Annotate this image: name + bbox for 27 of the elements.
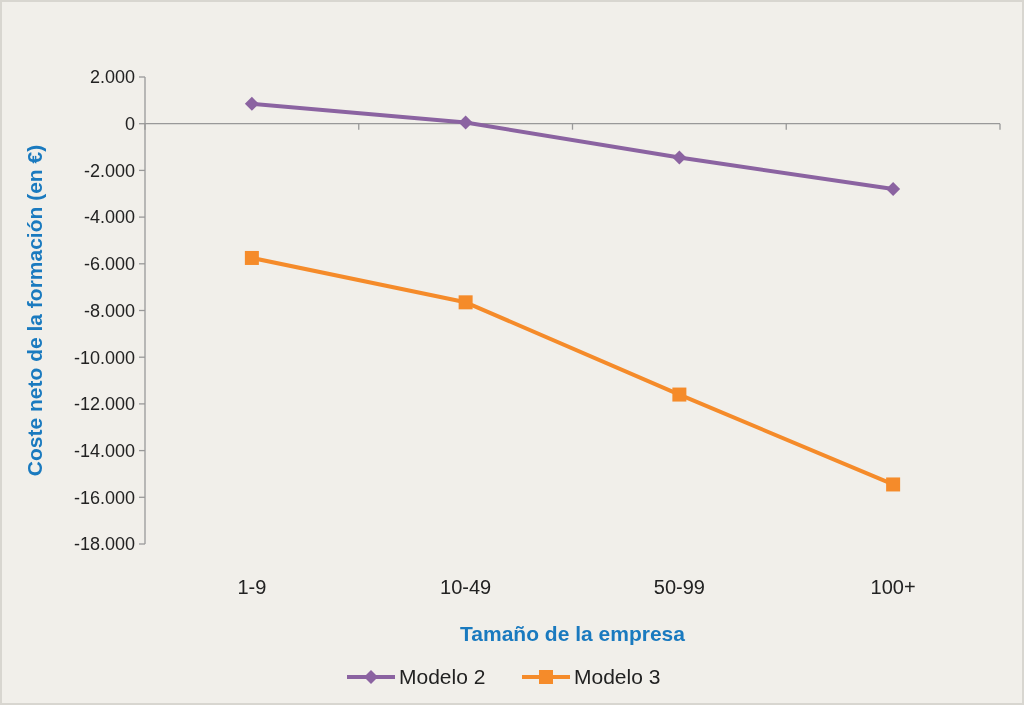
point (458, 295, 473, 310)
point (244, 96, 259, 111)
y-tick-label: -18.000 (73, 534, 135, 555)
point (458, 115, 473, 130)
point (244, 250, 259, 265)
y-tick-label: -12.000 (73, 394, 135, 415)
y-tick-label: -16.000 (73, 487, 135, 508)
x-axis-title: Tamaño de la empresa (460, 622, 686, 645)
y-axis-title: Coste neto de la formación (en €) (23, 144, 46, 477)
legend-label: Modelo 3 (574, 665, 661, 689)
legend-label: Modelo 2 (399, 665, 486, 689)
x-tick-label: 1-9 (237, 576, 267, 598)
y-tick-label: -2.000 (83, 160, 135, 181)
point (672, 387, 687, 402)
point (886, 477, 901, 492)
y-tick-label: 2.000 (89, 67, 135, 88)
y-tick-label: -6.000 (83, 254, 135, 275)
x-tick-label: 50-99 (653, 576, 705, 598)
y-tick-label: -10.000 (73, 347, 135, 368)
x-tick-label: 10-49 (440, 576, 492, 598)
y-tick-label: -4.000 (83, 207, 135, 228)
point (886, 182, 901, 197)
y-tick-label: -8.000 (83, 300, 135, 321)
y-tick-label: 0 (124, 114, 135, 134)
y-tick-label: -14.000 (73, 440, 135, 461)
x-tick-label: 100+ (870, 576, 916, 598)
point (672, 150, 687, 165)
